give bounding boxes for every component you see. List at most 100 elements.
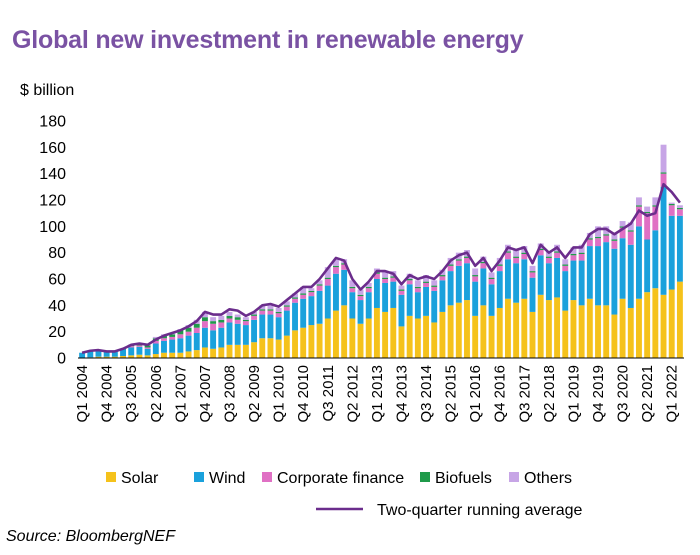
bar-solar-q1-2016 <box>472 315 479 358</box>
x-tick-label: Q1 2004 <box>74 365 91 423</box>
bar-solar-q1-2012 <box>341 305 348 358</box>
bar-solar-q4-2006 <box>169 352 176 358</box>
bar-wind-q1-2021 <box>636 226 642 299</box>
legend-item-biofuels: Biofuels <box>420 470 492 487</box>
bar-biofuels-q2-2014 <box>414 286 421 289</box>
legend-label: Corporate finance <box>277 470 404 487</box>
bar-solar-q3-2018 <box>554 297 561 358</box>
bar-others-q3-2021 <box>652 197 659 206</box>
legend-swatch <box>262 472 272 482</box>
bar-corporate-finance-q4-2017 <box>529 272 536 278</box>
bar-solar-q1-2015 <box>439 311 446 358</box>
bar-solar-q4-2008 <box>234 344 241 358</box>
bar-wind-q4-2015 <box>464 263 470 301</box>
bar-solar-q3-2016 <box>488 315 495 358</box>
bar-solar-q2-2007 <box>185 351 192 358</box>
bar-biofuels-q3-2013 <box>390 276 397 278</box>
bar-corporate-finance-q4-2012 <box>365 288 372 293</box>
x-tick-label: Q4 2004 <box>99 365 116 423</box>
bar-biofuels-q4-2017 <box>529 271 536 273</box>
bar-wind-q3-2010 <box>292 302 298 331</box>
bar-others-q2-2019 <box>578 244 585 253</box>
bar-corporate-finance-q2-2018 <box>545 257 552 264</box>
bar-solar-q2-2022 <box>676 281 683 358</box>
bar-others-q4-2018 <box>562 259 569 265</box>
bar-others-q4-2011 <box>333 259 339 266</box>
bar-biofuels-q1-2019 <box>570 253 577 256</box>
bar-biofuels-q3-2010 <box>292 297 298 299</box>
bar-solar-q2-2013 <box>382 311 389 358</box>
legend-label: Two-quarter running average <box>377 502 583 519</box>
x-tick-label: Q3 2020 <box>615 365 632 423</box>
bar-wind-q4-2019 <box>595 246 601 306</box>
bar-corporate-finance-q3-2007 <box>193 327 200 333</box>
source-note: Source: BloombergNEF <box>6 528 175 545</box>
bar-wind-q4-2011 <box>333 273 339 311</box>
bar-corporate-finance-q4-2021 <box>660 173 667 187</box>
bar-biofuels-q3-2018 <box>554 251 561 253</box>
legend-label: Solar <box>121 470 159 487</box>
bar-wind-q2-2010 <box>283 310 290 336</box>
bar-solar-q4-2016 <box>496 307 503 358</box>
bar-solar-q4-2010 <box>300 327 307 358</box>
bar-solar-q3-2009 <box>259 338 266 358</box>
bar-corporate-finance-q4-2014 <box>431 286 438 291</box>
bar-corporate-finance-q3-2018 <box>554 252 561 258</box>
x-tick-label: Q1 2010 <box>271 365 288 423</box>
bar-corporate-finance-q4-2011 <box>333 267 339 274</box>
bar-others-q4-2010 <box>300 286 307 294</box>
x-tick-label: Q3 2014 <box>418 365 435 423</box>
bar-corporate-finance-q2-2009 <box>251 315 258 320</box>
bar-wind-q4-2004 <box>103 351 110 357</box>
bar-corporate-finance-q3-2011 <box>324 279 331 286</box>
bar-biofuels-q3-2012 <box>357 294 364 297</box>
x-tick-label: Q2 2018 <box>541 365 558 423</box>
bar-corporate-finance-q1-2021 <box>636 206 642 227</box>
bar-biofuels-q1-2017 <box>504 251 511 253</box>
bar-biofuels-q1-2006 <box>144 345 151 348</box>
bar-others-q4-2014 <box>431 280 438 286</box>
bar-biofuels-q1-2014 <box>406 279 413 281</box>
bar-wind-q2-2006 <box>152 343 159 355</box>
bar-wind-q3-2005 <box>128 347 135 356</box>
bar-biofuels-q4-2007 <box>201 317 208 322</box>
bar-corporate-finance-q3-2020 <box>619 227 626 239</box>
bar-wind-q3-2015 <box>455 265 462 303</box>
bar-wind-q4-2018 <box>562 271 569 311</box>
bar-wind-q2-2004 <box>87 350 94 358</box>
bar-solar-q2-2012 <box>349 318 356 358</box>
bar-others-q4-2017 <box>529 265 536 272</box>
bar-solar-q4-2019 <box>595 305 601 358</box>
bar-wind-q1-2014 <box>406 284 413 316</box>
bar-others-q2-2012 <box>349 280 356 287</box>
bar-corporate-finance-q4-2005 <box>136 345 143 347</box>
bar-solar-q3-2017 <box>521 298 528 358</box>
bar-wind-q3-2009 <box>259 314 266 339</box>
bar-others-q3-2011 <box>324 267 331 278</box>
bar-biofuels-q4-2014 <box>431 285 438 287</box>
legend-label: Others <box>524 470 572 487</box>
bar-biofuels-q1-2012 <box>341 263 348 265</box>
x-tick-label: Q3 2008 <box>222 365 239 423</box>
x-tick-label: Q4 2010 <box>295 365 312 423</box>
bar-corporate-finance-q3-2015 <box>455 260 462 266</box>
bar-biofuels-q4-2013 <box>398 289 405 291</box>
bar-solar-q1-2009 <box>242 344 249 358</box>
bar-others-q2-2006 <box>152 336 159 339</box>
bar-solar-q1-2021 <box>636 298 642 358</box>
bar-biofuels-q3-2019 <box>586 238 593 240</box>
bar-corporate-finance-q4-2010 <box>300 294 307 299</box>
bar-solar-q2-2018 <box>545 300 552 358</box>
bar-solar-q1-2020 <box>603 305 610 358</box>
bar-corporate-finance-q3-2016 <box>488 279 495 285</box>
bar-biofuels-q1-2016 <box>472 275 479 277</box>
bar-solar-q3-2004 <box>95 356 102 358</box>
bar-others-q4-2020 <box>627 222 634 231</box>
bar-biofuels-q4-2016 <box>496 264 503 266</box>
bar-others-q1-2021 <box>636 197 642 206</box>
bar-corporate-finance-q4-2018 <box>562 265 569 272</box>
bar-others-q2-2010 <box>283 301 290 306</box>
legend-label: Biofuels <box>435 470 492 487</box>
bar-corporate-finance-q2-2006 <box>152 340 159 344</box>
bar-solar-q1-2011 <box>308 325 315 358</box>
